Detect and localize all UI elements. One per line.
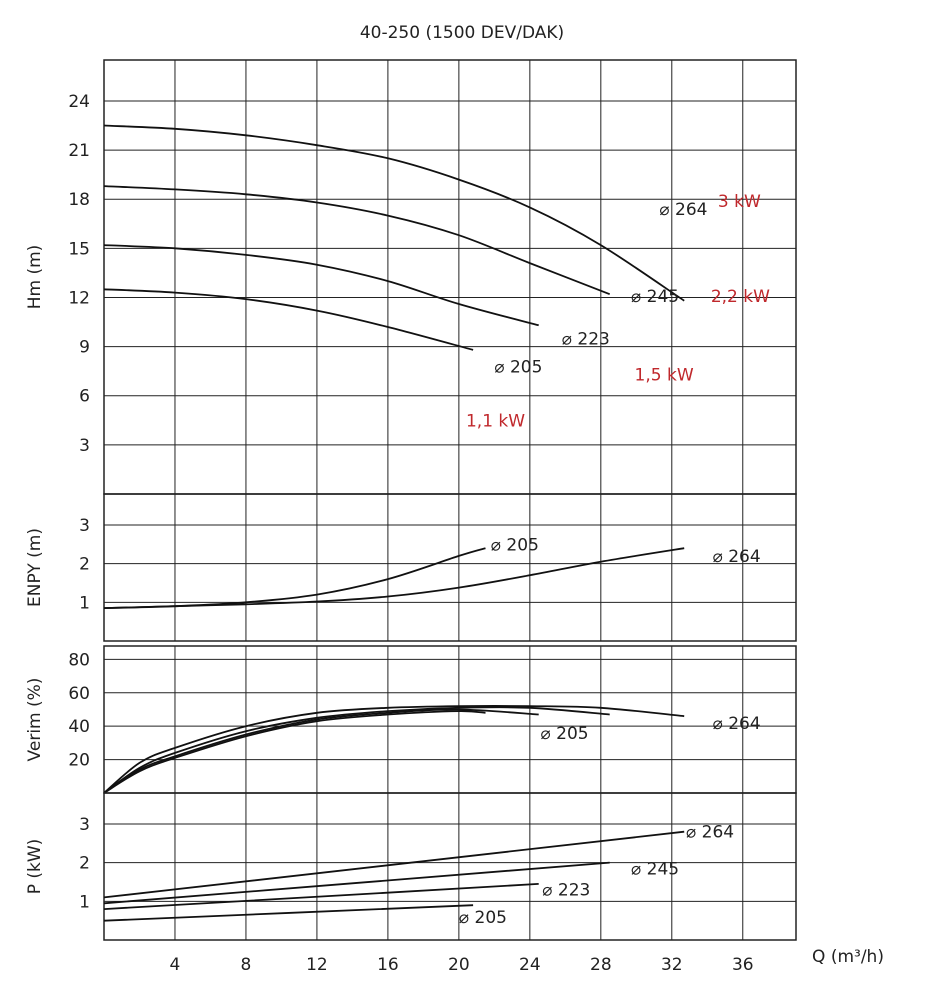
panel-hm: 3 6 9 12 15 18 21 24 Hm (m) ⌀ 264 ⌀ 245 ⌀ 223 ⌀ 205 3… xyxy=(25,59,797,495)
y-tick-label: 80 xyxy=(68,650,90,670)
panel-frame xyxy=(103,493,797,642)
y-tick-label: 60 xyxy=(68,684,90,704)
x-axis-label: Q (m³/h) xyxy=(812,947,884,967)
power-label: 1,5 kW xyxy=(635,365,694,385)
panel-frame xyxy=(103,792,797,941)
curve-label: ⌀ 223 xyxy=(562,329,610,349)
x-tick-label: 4 xyxy=(170,955,181,975)
x-tick-label: 12 xyxy=(306,955,328,975)
x-tick-label: 16 xyxy=(377,955,399,975)
y-tick-label: 3 xyxy=(79,516,90,536)
curve-npsh-264 xyxy=(103,547,685,609)
x-tick-labels: 4 8 12 16 20 24 28 32 36 xyxy=(170,955,754,975)
y-axis-label: ENPY (m) xyxy=(25,528,45,607)
panel-power: 1 2 3 P (kW) ⌀ 264 ⌀ 245 ⌀ 223 ⌀ 205 xyxy=(25,792,797,941)
y-tick-label: 20 xyxy=(68,751,90,771)
curve-label: ⌀ 264 xyxy=(713,714,761,734)
chart-title: 40-250 (1500 DEV/DAK) xyxy=(360,23,564,43)
y-tick-label: 1 xyxy=(79,892,90,912)
panel-frame xyxy=(103,645,797,794)
curve-label: ⌀ 205 xyxy=(494,357,542,377)
curve-label: ⌀ 205 xyxy=(491,535,539,555)
curve-hm-223 xyxy=(103,244,539,327)
panel-frame xyxy=(103,59,797,495)
x-tick-label: 8 xyxy=(241,955,252,975)
curve-label: ⌀ 205 xyxy=(459,908,507,928)
y-tick-label: 2 xyxy=(79,854,90,874)
curve-label: ⌀ 245 xyxy=(631,859,679,879)
curve-power-245 xyxy=(103,861,610,905)
curve-eff-205 xyxy=(103,710,486,794)
curve-hm-205 xyxy=(103,288,474,351)
y-tick-label: 3 xyxy=(79,436,90,456)
curve-hm-264 xyxy=(103,124,685,302)
curve-power-205 xyxy=(103,904,474,922)
curve-label: ⌀ 245 xyxy=(631,287,679,307)
curve-hm-245 xyxy=(103,185,611,296)
y-tick-label: 9 xyxy=(79,338,90,358)
y-axis-label: P (kW) xyxy=(25,839,45,895)
y-tick-label: 24 xyxy=(68,92,90,112)
y-tick-label: 21 xyxy=(68,141,90,161)
y-tick-label: 2 xyxy=(79,555,90,575)
y-tick-label: 40 xyxy=(68,717,90,737)
curve-power-223 xyxy=(103,883,539,910)
y-axis-label: Hm (m) xyxy=(25,245,45,310)
power-label: 3 kW xyxy=(718,192,761,212)
x-tick-label: 36 xyxy=(732,955,754,975)
x-tick-label: 20 xyxy=(448,955,470,975)
x-tick-label: 28 xyxy=(590,955,612,975)
curve-label: ⌀ 264 xyxy=(686,823,734,843)
panel-npsh: 1 2 3 ENPY (m) ⌀ 205 ⌀ 264 xyxy=(25,493,797,642)
curve-label: ⌀ 205 xyxy=(540,724,588,744)
curve-label: ⌀ 223 xyxy=(542,881,590,901)
panel-eff: 20 40 60 80 Verim (%) ⌀ 205 ⌀ 264 xyxy=(25,645,797,794)
curve-eff-264 xyxy=(103,705,685,794)
y-tick-label: 18 xyxy=(68,190,90,210)
x-tick-label: 24 xyxy=(519,955,541,975)
curve-npsh-205 xyxy=(103,547,486,609)
y-axis-label: Verim (%) xyxy=(25,678,45,762)
y-tick-label: 1 xyxy=(79,593,90,613)
power-label: 2,2 kW xyxy=(711,287,770,307)
y-tick-label: 6 xyxy=(79,387,90,407)
y-tick-label: 3 xyxy=(79,815,90,835)
curve-eff-245 xyxy=(103,706,610,794)
y-tick-label: 12 xyxy=(68,288,90,308)
y-tick-label: 15 xyxy=(68,239,90,259)
curve-power-264 xyxy=(103,830,685,899)
curve-eff-223 xyxy=(103,708,539,794)
curve-label: ⌀ 264 xyxy=(659,200,707,220)
x-tick-label: 32 xyxy=(661,955,683,975)
power-label: 1,1 kW xyxy=(466,411,525,431)
curve-label: ⌀ 264 xyxy=(713,547,761,567)
